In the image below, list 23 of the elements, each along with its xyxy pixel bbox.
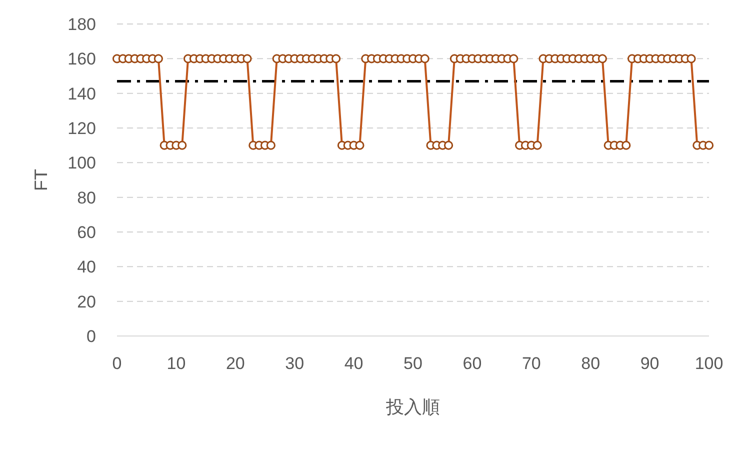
x-tick-label: 100	[694, 354, 724, 373]
y-tick-label: 0	[86, 327, 96, 346]
y-tick-label: 20	[77, 292, 96, 312]
y-tick-label: 40	[77, 258, 96, 277]
x-tick-label: 70	[522, 354, 541, 373]
y-tick-label: 100	[68, 154, 96, 173]
y-axis-title: FT	[31, 169, 51, 191]
y-tick-label: 120	[68, 119, 96, 138]
x-axis-title: 投入順	[385, 397, 440, 417]
x-tick-label: 90	[640, 354, 660, 373]
x-tick-label: 80	[581, 354, 600, 373]
x-tick-label: 50	[404, 354, 422, 373]
y-tick-label: 160	[68, 50, 96, 69]
x-tick-label: 30	[285, 354, 304, 373]
x-tick-label: 0	[112, 354, 122, 373]
x-tick-label: 40	[344, 354, 364, 373]
x-tick-label: 20	[226, 354, 245, 373]
y-tick-label: 80	[77, 188, 96, 208]
y-tick-label: 60	[77, 223, 96, 242]
y-tick-label: 180	[68, 15, 96, 34]
y-tick-label: 140	[68, 84, 96, 104]
x-tick-label: 60	[462, 354, 482, 373]
x-tick-label: 10	[166, 354, 186, 373]
